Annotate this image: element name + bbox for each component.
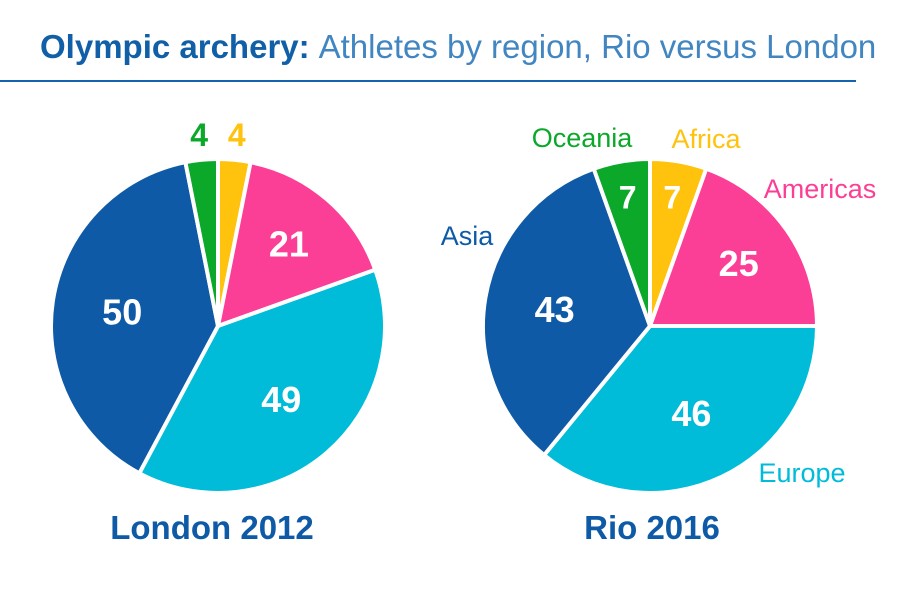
slice-value-label: 4 [228,117,246,153]
region-label-africa: Africa [671,124,741,154]
pie-slice-london-asia [49,160,220,476]
pie-slice-rio-asia [481,166,652,458]
region-label-europe: Europe [758,458,845,488]
slice-value-label: 46 [671,393,711,434]
page-title: Olympic archery: Athletes by region, Rio … [40,27,876,67]
title-divider-rule [0,80,856,82]
pie-slice-london-americas [216,160,378,328]
slice-value-label: 50 [102,291,142,332]
page-title-bold: Olympic archery: [40,28,310,65]
pie-slice-london-europe [137,267,387,495]
pie-slice-rio-oceania [591,157,652,328]
london-chart-title: London 2012 [110,509,314,546]
slice-value-label: 21 [269,223,309,264]
slice-value-label: 49 [261,379,301,420]
region-label-asia: Asia [441,221,495,251]
page-title-subtitle: Athletes by region, Rio versus London [318,28,877,65]
rio-chart-title: Rio 2016 [584,509,720,546]
slice-value-label: 7 [663,180,681,216]
slice-value-label: 25 [719,243,759,284]
region-label-americas: Americas [764,174,877,204]
region-label-oceania: Oceania [532,123,634,153]
pie-slice-london-oceania [183,157,220,328]
pie-slice-rio-americas [648,166,819,328]
slice-value-label: 43 [535,289,575,330]
pie-slice-rio-europe [542,324,819,495]
slice-value-label: 7 [619,180,637,216]
slice-value-label: 4 [190,117,208,153]
